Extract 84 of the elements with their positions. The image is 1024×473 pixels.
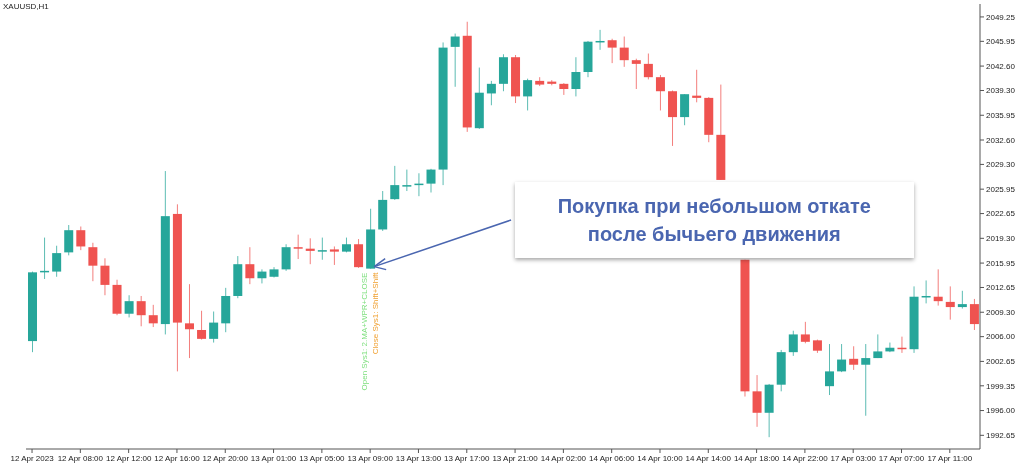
y-tick-label: 2006.00 xyxy=(986,332,1016,342)
candlestick xyxy=(317,237,327,261)
y-tick-label: 2002.65 xyxy=(986,357,1016,367)
candlestick xyxy=(631,58,641,90)
candlestick xyxy=(209,311,219,344)
y-tick-label: 1999.35 xyxy=(986,381,1016,391)
candlestick xyxy=(619,36,629,68)
candlestick xyxy=(643,53,653,80)
y-tick-label: 1996.00 xyxy=(986,406,1016,416)
y-tick-label: 2042.60 xyxy=(986,61,1016,71)
candlestick xyxy=(752,374,762,428)
y-tick-label: 1992.65 xyxy=(986,431,1016,441)
candlestick xyxy=(390,165,400,201)
y-tick-label: 2045.95 xyxy=(986,37,1016,47)
candlestick xyxy=(305,237,315,265)
candlestick xyxy=(100,257,110,296)
y-tick-label: 2032.60 xyxy=(986,135,1016,145)
candlestick xyxy=(136,295,146,327)
y-tick-label: 2012.65 xyxy=(986,283,1016,293)
candlestick xyxy=(354,238,364,269)
candlestick xyxy=(800,321,810,344)
candlestick xyxy=(523,78,533,111)
candlestick xyxy=(680,93,690,126)
candlestick xyxy=(52,245,62,278)
y-tick-label: 2009.30 xyxy=(986,308,1016,318)
annotation: Close Sys1: Shift+Shift xyxy=(371,271,381,355)
y-tick-label: 2022.65 xyxy=(986,209,1016,219)
x-tick-label: 17 Apr 11:00 xyxy=(927,453,973,463)
candlestick xyxy=(788,330,798,357)
candlestick xyxy=(124,294,134,318)
candlestick xyxy=(861,343,871,417)
y-tick-label: 2019.30 xyxy=(986,234,1016,244)
candlestick xyxy=(571,56,581,97)
x-tick-label: 17 Apr 03:00 xyxy=(830,453,877,463)
annotation: Покупка при небольшом откате после бычьего движения xyxy=(556,194,872,247)
candlestick xyxy=(426,168,436,193)
candlestick xyxy=(849,345,859,371)
x-tick-label: 12 Apr 08:00 xyxy=(57,453,104,463)
x-tick-label: 14 Apr 18:00 xyxy=(733,453,780,463)
x-tick-label: 14 Apr 10:00 xyxy=(637,453,684,463)
x-tick-label: 13 Apr 01:00 xyxy=(250,453,297,463)
candlestick xyxy=(450,33,460,88)
x-tick-label: 12 Apr 16:00 xyxy=(154,453,201,463)
y-tick-label: 2015.95 xyxy=(986,258,1016,268)
candlestick xyxy=(933,268,943,307)
chart-title: XAUUSD,H1 xyxy=(3,2,50,11)
x-tick-label: 13 Apr 05:00 xyxy=(299,453,346,463)
candlestick xyxy=(329,245,339,266)
candlestick xyxy=(945,285,955,321)
x-tick-label: 12 Apr 12:00 xyxy=(105,453,152,463)
candlestick xyxy=(402,169,412,192)
x-tick-label: 12 Apr 20:00 xyxy=(202,453,249,463)
candlestick xyxy=(837,343,847,373)
candlestick xyxy=(281,243,291,272)
candlestick xyxy=(88,242,98,282)
x-tick-label: 17 Apr 07:00 xyxy=(878,453,925,463)
y-tick-label: 2025.95 xyxy=(986,185,1016,195)
y-tick-label: 2035.95 xyxy=(986,111,1016,121)
candlestick xyxy=(293,234,303,260)
annotation: Open Sys1: 2.MA+WPR+CLOSE xyxy=(360,272,370,391)
candlestick xyxy=(692,69,702,103)
candlestick xyxy=(825,343,835,396)
candlestick xyxy=(148,304,158,328)
x-tick-label: 14 Apr 22:00 xyxy=(782,453,829,463)
candlestick xyxy=(486,80,496,106)
x-tick-label: 14 Apr 14:00 xyxy=(685,453,732,463)
candlestick xyxy=(197,310,207,341)
candlestick xyxy=(607,38,617,64)
candlestick xyxy=(184,283,194,359)
x-tick-label: 13 Apr 21:00 xyxy=(492,453,539,463)
y-tick-label: 2049.25 xyxy=(986,12,1016,22)
x-tick-label: 13 Apr 17:00 xyxy=(444,453,491,463)
candlestick xyxy=(64,224,74,256)
candlestick xyxy=(257,268,267,284)
x-tick-label: 13 Apr 13:00 xyxy=(395,453,442,463)
candlestick xyxy=(245,246,255,285)
x-tick-label: 14 Apr 02:00 xyxy=(540,453,587,463)
candlestick xyxy=(76,226,86,251)
y-tick-label: 2029.30 xyxy=(986,160,1016,170)
x-tick-label: 12 Apr 2023 xyxy=(10,453,55,463)
y-tick-label: 2039.30 xyxy=(986,86,1016,96)
candlestick xyxy=(655,74,665,111)
x-tick-label: 14 Apr 06:00 xyxy=(589,453,635,463)
x-tick-label: 13 Apr 09:00 xyxy=(347,453,394,463)
